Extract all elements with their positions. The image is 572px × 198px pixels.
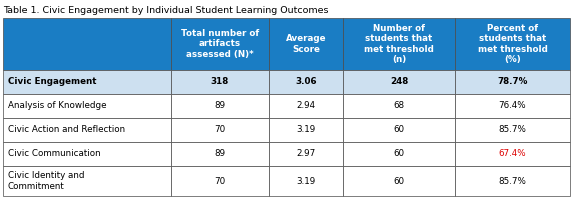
Text: 68: 68	[394, 102, 404, 110]
Text: 2.97: 2.97	[296, 149, 316, 159]
Text: 3.06: 3.06	[295, 77, 317, 87]
Text: Total number of
artifacts
assessed (N)*: Total number of artifacts assessed (N)*	[181, 29, 259, 59]
Bar	[343, 142, 455, 166]
Text: 248: 248	[390, 77, 408, 87]
Bar	[171, 94, 269, 118]
Bar	[343, 70, 455, 94]
Bar	[171, 70, 269, 94]
Text: Number of
students that
met threshold
(n): Number of students that met threshold (n…	[364, 24, 434, 64]
Bar	[269, 118, 343, 142]
Bar	[455, 94, 570, 118]
Bar	[455, 118, 570, 142]
Text: 318: 318	[211, 77, 229, 87]
Bar	[171, 142, 269, 166]
Bar	[269, 166, 343, 196]
Text: 76.4%: 76.4%	[499, 102, 526, 110]
Bar	[269, 94, 343, 118]
Text: Civic Identity and
Commitment: Civic Identity and Commitment	[8, 171, 85, 191]
Text: 70: 70	[214, 176, 225, 186]
Text: 67.4%: 67.4%	[499, 149, 526, 159]
Bar	[171, 18, 269, 70]
Bar	[343, 118, 455, 142]
Bar	[269, 18, 343, 70]
Text: Civic Communication: Civic Communication	[8, 149, 101, 159]
Bar	[455, 142, 570, 166]
Bar	[171, 166, 269, 196]
Bar	[3, 142, 171, 166]
Text: 89: 89	[214, 149, 225, 159]
Bar	[3, 94, 171, 118]
Text: 78.7%: 78.7%	[497, 77, 528, 87]
Bar	[343, 18, 455, 70]
Text: 70: 70	[214, 126, 225, 134]
Text: 85.7%: 85.7%	[499, 176, 526, 186]
Text: Percent of
students that
met threshold
(%): Percent of students that met threshold (…	[478, 24, 547, 64]
Bar	[3, 166, 171, 196]
Text: 2.94: 2.94	[296, 102, 316, 110]
Bar	[455, 18, 570, 70]
Text: Table 1. Civic Engagement by Individual Student Learning Outcomes: Table 1. Civic Engagement by Individual …	[3, 6, 328, 15]
Text: 3.19: 3.19	[296, 126, 316, 134]
Bar	[343, 94, 455, 118]
Bar	[455, 166, 570, 196]
Bar	[3, 70, 171, 94]
Text: 60: 60	[394, 149, 404, 159]
Text: Civic Engagement: Civic Engagement	[8, 77, 97, 87]
Bar	[343, 166, 455, 196]
Bar	[269, 142, 343, 166]
Text: 89: 89	[214, 102, 225, 110]
Text: 85.7%: 85.7%	[499, 126, 526, 134]
Text: 3.19: 3.19	[296, 176, 316, 186]
Bar	[269, 70, 343, 94]
Bar	[455, 70, 570, 94]
Text: Civic Action and Reflection: Civic Action and Reflection	[8, 126, 125, 134]
Bar	[3, 18, 171, 70]
Text: Analysis of Knowledge: Analysis of Knowledge	[8, 102, 106, 110]
Text: Average
Score: Average Score	[286, 34, 326, 54]
Text: 60: 60	[394, 176, 404, 186]
Text: 60: 60	[394, 126, 404, 134]
Bar	[3, 118, 171, 142]
Bar	[171, 118, 269, 142]
